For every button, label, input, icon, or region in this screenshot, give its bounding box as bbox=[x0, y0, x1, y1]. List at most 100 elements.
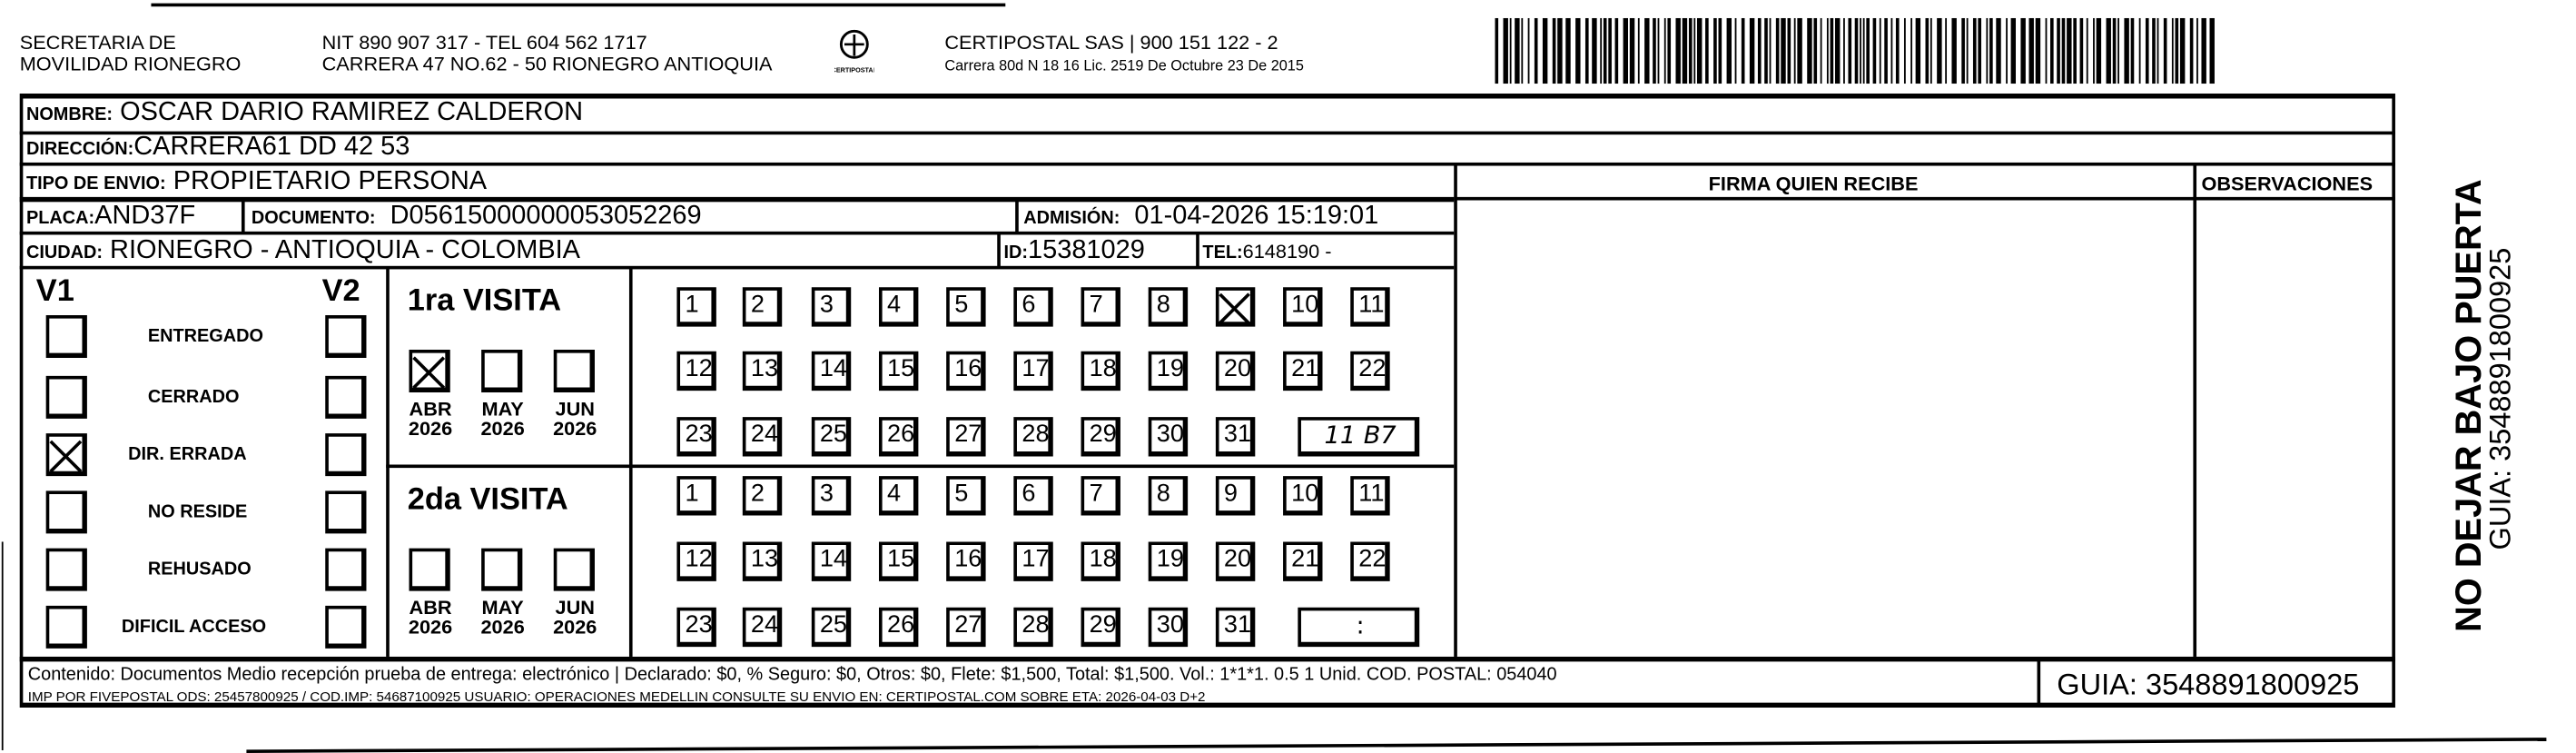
day-box[interactable]: 7 bbox=[1081, 287, 1120, 327]
barcode-bar bbox=[1848, 17, 1852, 84]
day-box[interactable]: 21 bbox=[1283, 351, 1323, 391]
barcode-bar bbox=[1509, 17, 1512, 84]
day-box[interactable]: 12 bbox=[676, 351, 716, 391]
day-box[interactable]: 26 bbox=[878, 417, 919, 457]
day-box[interactable] bbox=[1215, 287, 1256, 327]
month-checkbox[interactable] bbox=[481, 548, 523, 591]
day-box[interactable]: 19 bbox=[1148, 541, 1189, 581]
day-box[interactable]: 9 bbox=[1215, 476, 1256, 516]
day-box[interactable]: 19 bbox=[1148, 351, 1189, 391]
day-box[interactable]: 27 bbox=[946, 417, 986, 457]
day-box[interactable]: 24 bbox=[742, 607, 783, 648]
v2-checkbox[interactable] bbox=[325, 315, 367, 359]
barcode-bar bbox=[1884, 17, 1888, 84]
day-box[interactable]: 18 bbox=[1081, 351, 1120, 391]
day-box[interactable]: 6 bbox=[1013, 476, 1053, 516]
day-box[interactable]: 23 bbox=[676, 607, 716, 648]
v2-checkbox[interactable] bbox=[325, 490, 367, 534]
day-box[interactable]: 26 bbox=[878, 607, 919, 648]
barcode-bar bbox=[1693, 17, 1696, 84]
day-box[interactable]: 29 bbox=[1081, 417, 1120, 457]
day-box[interactable]: 15 bbox=[878, 541, 919, 581]
day-box[interactable]: 15 bbox=[878, 351, 919, 391]
nombre-field: NOMBRE: OSCAR DARIO RAMIREZ CALDERON bbox=[25, 98, 583, 127]
day-box[interactable]: 14 bbox=[811, 351, 852, 391]
month-checkbox[interactable] bbox=[553, 349, 595, 392]
day-box[interactable]: 4 bbox=[878, 476, 919, 516]
day-box[interactable]: 22 bbox=[1350, 541, 1390, 581]
barcode-bar bbox=[1629, 17, 1635, 84]
signature-area[interactable] bbox=[1457, 201, 2194, 657]
day-box[interactable]: 12 bbox=[676, 541, 716, 581]
day-box[interactable]: 17 bbox=[1013, 351, 1053, 391]
observations-area[interactable] bbox=[2196, 201, 2393, 657]
day-box[interactable]: 8 bbox=[1148, 476, 1189, 516]
barcode-bar bbox=[1682, 17, 1688, 84]
day-box[interactable]: 5 bbox=[946, 476, 986, 516]
day-box[interactable]: 16 bbox=[946, 541, 986, 581]
v2-checkbox[interactable] bbox=[325, 433, 367, 477]
day-box[interactable]: 30 bbox=[1148, 607, 1189, 648]
day-box[interactable]: 1 bbox=[676, 476, 716, 516]
day-box[interactable]: 28 bbox=[1013, 607, 1053, 648]
v1-checkbox[interactable] bbox=[45, 605, 87, 649]
time-box[interactable]: : bbox=[1298, 607, 1420, 648]
month-checkbox[interactable] bbox=[481, 349, 523, 392]
day-box[interactable]: 4 bbox=[878, 287, 919, 327]
v1-checkbox[interactable] bbox=[45, 433, 87, 477]
day-box[interactable]: 13 bbox=[742, 541, 783, 581]
day-box[interactable]: 1 bbox=[676, 287, 716, 327]
day-box[interactable]: 25 bbox=[811, 607, 852, 648]
day-box[interactable]: 3 bbox=[811, 476, 852, 516]
day-box[interactable]: 3 bbox=[811, 287, 852, 327]
day-box[interactable]: 20 bbox=[1215, 541, 1256, 581]
v1-checkbox[interactable] bbox=[45, 548, 87, 591]
day-box[interactable]: 20 bbox=[1215, 351, 1256, 391]
day-box[interactable]: 5 bbox=[946, 287, 986, 327]
time-box[interactable]: 11 B7 bbox=[1298, 417, 1420, 457]
month-checkbox[interactable] bbox=[553, 548, 595, 591]
barcode-bar bbox=[1986, 17, 1989, 84]
day-box[interactable]: 11 bbox=[1350, 287, 1390, 327]
day-box[interactable]: 31 bbox=[1215, 417, 1256, 457]
month-checkbox[interactable] bbox=[409, 548, 450, 591]
day-box[interactable]: 10 bbox=[1283, 287, 1323, 327]
barcode-bar bbox=[2073, 17, 2077, 84]
status-label: NO RESIDE bbox=[147, 502, 248, 522]
day-box[interactable]: 27 bbox=[946, 607, 986, 648]
day-box[interactable]: 2 bbox=[742, 476, 783, 516]
barcode-bar bbox=[1557, 17, 1563, 84]
day-box[interactable]: 8 bbox=[1148, 287, 1189, 327]
day-box[interactable]: 16 bbox=[946, 351, 986, 391]
day-box[interactable]: 7 bbox=[1081, 476, 1120, 516]
day-box[interactable]: 28 bbox=[1013, 417, 1053, 457]
barcode-bar bbox=[1741, 17, 1745, 84]
v2-checkbox[interactable] bbox=[325, 375, 367, 419]
status-label: ENTREGADO bbox=[147, 326, 263, 347]
barcode-bar bbox=[1726, 17, 1732, 84]
day-box[interactable]: 25 bbox=[811, 417, 852, 457]
day-box[interactable]: 18 bbox=[1081, 541, 1120, 581]
day-box[interactable]: 29 bbox=[1081, 607, 1120, 648]
v1-checkbox[interactable] bbox=[45, 490, 87, 534]
v2-checkbox[interactable] bbox=[325, 605, 367, 649]
barcode-bar bbox=[1623, 17, 1629, 84]
v1-checkbox[interactable] bbox=[45, 375, 87, 419]
day-box[interactable]: 31 bbox=[1215, 607, 1256, 648]
barcode-bar bbox=[1584, 17, 1589, 84]
day-box[interactable]: 2 bbox=[742, 287, 783, 327]
day-box[interactable]: 10 bbox=[1283, 476, 1323, 516]
day-box[interactable]: 14 bbox=[811, 541, 852, 581]
day-box[interactable]: 17 bbox=[1013, 541, 1053, 581]
day-box[interactable]: 30 bbox=[1148, 417, 1189, 457]
day-box[interactable]: 23 bbox=[676, 417, 716, 457]
day-box[interactable]: 22 bbox=[1350, 351, 1390, 391]
day-box[interactable]: 6 bbox=[1013, 287, 1053, 327]
v1-checkbox[interactable] bbox=[45, 315, 87, 359]
day-box[interactable]: 21 bbox=[1283, 541, 1323, 581]
month-checkbox[interactable] bbox=[409, 349, 450, 392]
day-box[interactable]: 24 bbox=[742, 417, 783, 457]
day-box[interactable]: 13 bbox=[742, 351, 783, 391]
day-box[interactable]: 11 bbox=[1350, 476, 1390, 516]
v2-checkbox[interactable] bbox=[325, 548, 367, 591]
